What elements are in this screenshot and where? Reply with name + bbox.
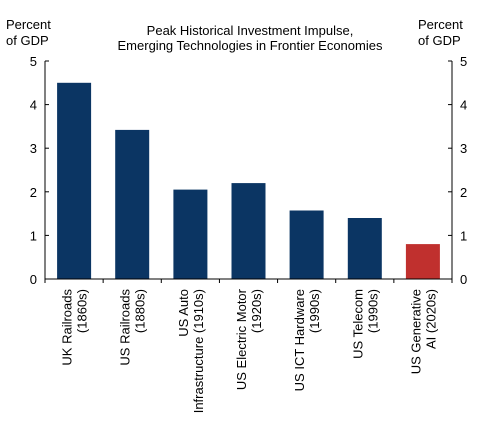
y-axis-right-unit-label: Percent of GDP: [418, 17, 463, 49]
category-label-2-line1: US Railroads: [118, 289, 133, 366]
y-axis-right-unit-line1: Percent: [418, 17, 463, 32]
bar-1: [57, 82, 92, 279]
category-label-2-line2: (1880s): [133, 289, 148, 333]
category-label-6-line1: US Telecom: [350, 289, 365, 359]
y-tick-left-label-1: 1: [30, 228, 37, 243]
bar-2: [115, 129, 150, 279]
bar-7: [405, 244, 440, 279]
y-tick-left-label-4: 4: [30, 98, 37, 113]
bar-4: [231, 183, 266, 279]
axes-group: 0 0 1 1 2 2 3 3 4 4 5 5: [30, 54, 467, 287]
bars-group: [57, 82, 440, 279]
y-tick-right-label-3: 3: [460, 141, 467, 156]
y-tick-right-label-5: 5: [460, 54, 467, 69]
category-label-1-line1: UK Railroads: [60, 289, 75, 366]
bar-6: [347, 218, 382, 279]
y-axis-left-unit-line1: Percent: [6, 17, 51, 32]
category-label-3-line2: Infrastructure (1910s): [191, 289, 206, 413]
chart-title-line2: Emerging Technologies in Frontier Econom…: [117, 38, 383, 53]
y-tick-right-label-4: 4: [460, 98, 467, 113]
y-tick-left-label-5: 5: [30, 54, 37, 69]
category-labels-group: UK Railroads (1860s) US Railroads (1880s) US…: [60, 288, 439, 413]
y-tick-left-label-3: 3: [30, 141, 37, 156]
y-axis-left-unit-line2: of GDP: [6, 33, 49, 48]
chart-title-line1: Peak Historical Investment Impulse,: [146, 23, 354, 38]
y-tick-right-label-0: 0: [460, 272, 467, 287]
bar-3: [173, 189, 208, 279]
y-axis-left-unit-label: Percent of GDP: [6, 17, 51, 49]
bar-5: [289, 210, 324, 279]
y-tick-left-label-0: 0: [30, 272, 37, 287]
category-label-4-line2: (1920s): [249, 289, 264, 333]
y-tick-right-label-1: 1: [460, 228, 467, 243]
y-tick-right-label-2: 2: [460, 185, 467, 200]
y-tick-left-label-2: 2: [30, 185, 37, 200]
category-label-6-line2: (1990s): [365, 289, 380, 333]
y-axis-right-unit-line2: of GDP: [418, 33, 461, 48]
category-label-4-line1: US Electric Motor: [234, 288, 249, 390]
category-label-5-line2: (1990s): [307, 289, 322, 333]
category-label-3-line1: US Auto: [176, 289, 191, 337]
category-label-1-line2: (1860s): [75, 289, 90, 333]
category-label-5-line1: US ICT Hardware: [292, 289, 307, 391]
category-label-7-line2: AI (2020s): [423, 289, 438, 349]
category-label-7-line1: US Generative: [408, 289, 423, 374]
chart-title: Peak Historical Investment Impulse, Emer…: [90, 23, 410, 53]
